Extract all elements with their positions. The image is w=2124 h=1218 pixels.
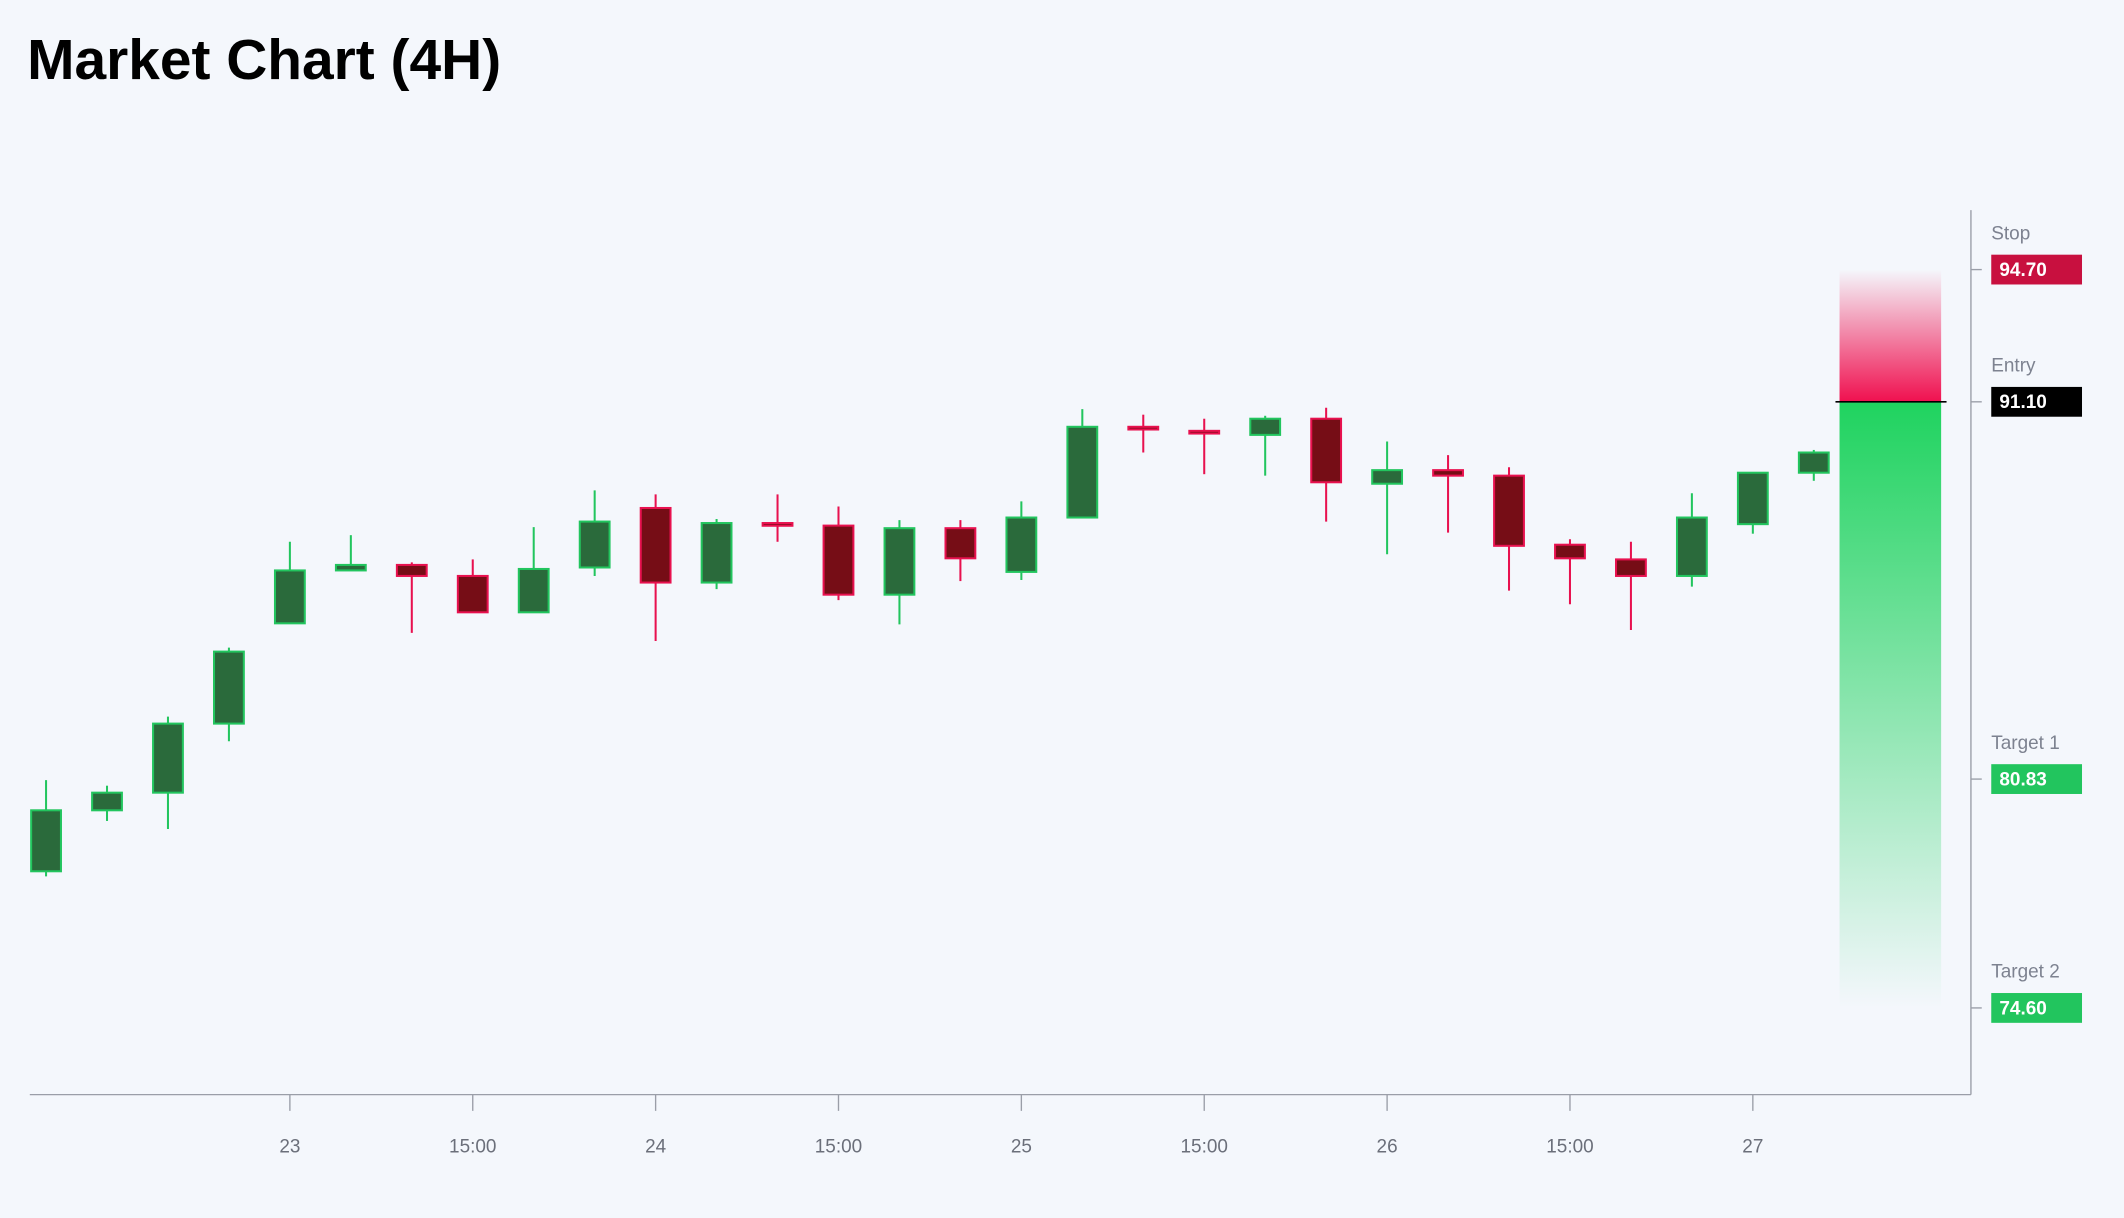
- candle-body: [1066, 425, 1099, 519]
- level-name: Target 1: [1991, 733, 2059, 754]
- x-tick-label: 15:00: [449, 1136, 496, 1157]
- candle-body: [1310, 417, 1343, 484]
- x-tick-label: 15:00: [815, 1136, 862, 1157]
- candle-body: [1432, 469, 1464, 477]
- candle-body: [273, 569, 306, 625]
- candle-body: [883, 527, 916, 596]
- candle-body: [1005, 516, 1038, 573]
- candle-body: [1675, 516, 1708, 577]
- candle-body: [1249, 417, 1282, 436]
- level-badge: [1991, 764, 2083, 794]
- x-tick-label: 25: [1011, 1136, 1032, 1157]
- level-name: Target 2: [1991, 962, 2059, 983]
- candle-body: [30, 809, 62, 873]
- level-label: 94.70: [1999, 260, 2046, 281]
- candle-body: [1736, 471, 1769, 526]
- level-label: 74.60: [1999, 998, 2046, 1019]
- candle-body: [822, 524, 855, 596]
- candle-body: [152, 722, 184, 794]
- risk-zone: [1839, 269, 1942, 402]
- candle-body: [213, 650, 245, 725]
- x-tick-label: 15:00: [1546, 1136, 1593, 1157]
- level-name: Stop: [1991, 223, 2030, 244]
- candle-body: [1797, 451, 1830, 474]
- level-badge: [1991, 386, 2083, 417]
- candle-body: [1371, 469, 1404, 485]
- candle-body: [456, 574, 489, 614]
- x-tick-label: 24: [645, 1136, 666, 1157]
- candle-body: [91, 791, 123, 812]
- candle-body: [395, 563, 428, 577]
- level-label: 80.83: [1999, 769, 2046, 790]
- candle-body: [1127, 425, 1160, 431]
- chart-title: Market Chart (4H): [27, 28, 501, 92]
- reward-zone: [1839, 401, 1942, 1008]
- candle-body: [334, 563, 367, 572]
- candle-body: [517, 567, 550, 614]
- candle-body: [761, 522, 794, 527]
- level-name: Entry: [1991, 356, 2036, 377]
- candle-body: [1188, 429, 1221, 435]
- candle-body: [700, 522, 733, 584]
- x-tick-label: 23: [279, 1136, 300, 1157]
- candle-body: [639, 506, 672, 584]
- x-tick-label: 26: [1377, 1136, 1398, 1157]
- x-tick-label: 15:00: [1181, 1136, 1228, 1157]
- candle-body: [1554, 543, 1586, 560]
- level-label: 91.10: [1999, 392, 2046, 413]
- candle-body: [1493, 474, 1525, 547]
- candle-body: [1615, 558, 1647, 577]
- level-badge: [1991, 993, 2083, 1023]
- level-badge: [1991, 254, 2083, 285]
- x-tick-label: 27: [1742, 1136, 1763, 1157]
- candle-body: [944, 527, 977, 560]
- candle-body: [578, 520, 611, 569]
